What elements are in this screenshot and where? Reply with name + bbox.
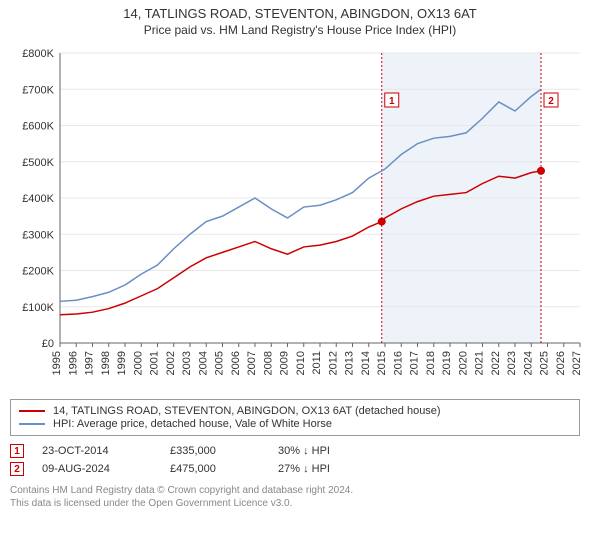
x-axis-label: 2022	[490, 351, 502, 375]
x-axis-label: 2021	[474, 351, 486, 375]
chart-svg: £0 £100K £200K £300K £400K £500K £600K £700K £80…	[10, 43, 590, 393]
x-axis-label: 2024	[522, 351, 534, 375]
x-axis-label: 2004	[197, 351, 209, 375]
transaction-date: 23-OCT-2014	[42, 445, 152, 457]
x-axis-label: 2027	[571, 351, 583, 375]
chart-title: 14, TATLINGS ROAD, STEVENTON, ABINGDON, …	[10, 6, 590, 21]
x-axis-label: 2019	[441, 351, 453, 375]
y-axis-label: £100K	[22, 302, 54, 314]
y-axis-label: £500K	[22, 157, 54, 169]
x-axis-label: 2011	[311, 351, 323, 375]
x-axis-label: 2003	[181, 351, 193, 375]
transaction-price: £475,000	[170, 463, 260, 475]
transaction-pct: 30% ↓ HPI	[278, 445, 368, 457]
legend-box: 14, TATLINGS ROAD, STEVENTON, ABINGDON, …	[10, 399, 580, 436]
x-axis-label: 2000	[132, 351, 144, 375]
y-axis-label: £300K	[22, 229, 54, 241]
x-axis-label: 2006	[230, 351, 242, 375]
chart-subtitle: Price paid vs. HM Land Registry's House …	[10, 23, 590, 37]
transaction-marker: 2	[10, 462, 24, 476]
x-axis-label: 1995	[51, 351, 63, 375]
x-axis-label: 1997	[84, 351, 96, 375]
x-axis-label: 2015	[376, 351, 388, 375]
transaction-row: 1 23-OCT-2014 £335,000 30% ↓ HPI	[10, 444, 580, 458]
transaction-price: £335,000	[170, 445, 260, 457]
y-axis-label: £800K	[22, 48, 54, 60]
x-axis-label: 2010	[295, 351, 307, 375]
transaction-rows: 1 23-OCT-2014 £335,000 30% ↓ HPI 2 09-AUG-202…	[10, 444, 580, 476]
x-axis-label: 1998	[100, 351, 112, 375]
x-axis-label: 2026	[555, 351, 567, 375]
y-axis-label: £400K	[22, 193, 54, 205]
legend-label: HPI: Average price, detached house, Vale…	[53, 418, 332, 430]
x-axis-label: 2017	[409, 351, 421, 375]
event-marker-label: 2	[548, 96, 554, 107]
x-axis-label: 2023	[506, 351, 518, 375]
x-axis-label: 2005	[214, 351, 226, 375]
legend-label: 14, TATLINGS ROAD, STEVENTON, ABINGDON, …	[53, 405, 441, 417]
legend-swatch	[19, 410, 45, 412]
x-axis-label: 2020	[457, 351, 469, 375]
transaction-pct: 27% ↓ HPI	[278, 463, 368, 475]
footer-line-2: This data is licensed under the Open Gov…	[10, 497, 590, 510]
legend-swatch	[19, 423, 45, 425]
transaction-marker: 1	[10, 444, 24, 458]
x-axis-label: 2018	[425, 351, 437, 375]
x-axis-label: 2009	[279, 351, 291, 375]
y-axis-label: £0	[42, 338, 54, 350]
x-axis-label: 1996	[67, 351, 79, 375]
y-axis-label: £600K	[22, 121, 54, 133]
x-axis-label: 2002	[165, 351, 177, 375]
y-axis-label: £200K	[22, 266, 54, 278]
x-axis-label: 2013	[344, 351, 356, 375]
x-axis-label: 2008	[262, 351, 274, 375]
x-axis-label: 2014	[360, 351, 372, 375]
attribution-footer: Contains HM Land Registry data © Crown c…	[10, 484, 590, 510]
chart-area: £0 £100K £200K £300K £400K £500K £600K £700K £80…	[10, 43, 590, 393]
y-axis-label: £700K	[22, 84, 54, 96]
x-axis-label: 2016	[392, 351, 404, 375]
footer-line-1: Contains HM Land Registry data © Crown c…	[10, 484, 590, 497]
x-axis-label: 2012	[327, 351, 339, 375]
transaction-row: 2 09-AUG-2024 £475,000 27% ↓ HPI	[10, 462, 580, 476]
x-axis-label: 2007	[246, 351, 258, 375]
x-axis-label: 2025	[539, 351, 551, 375]
series-marker	[378, 218, 386, 226]
transaction-date: 09-AUG-2024	[42, 463, 152, 475]
legend-item: 14, TATLINGS ROAD, STEVENTON, ABINGDON, …	[19, 405, 571, 417]
x-axis-label: 2001	[149, 351, 161, 375]
event-marker-label: 1	[389, 96, 395, 107]
legend-item: HPI: Average price, detached house, Vale…	[19, 418, 571, 430]
x-axis-label: 1999	[116, 351, 128, 375]
series-marker	[537, 167, 545, 175]
